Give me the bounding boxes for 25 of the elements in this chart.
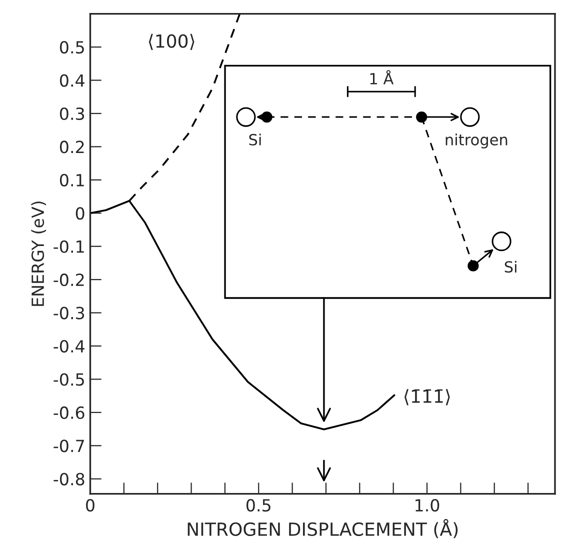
y-tick-label: -0.8 <box>54 472 84 486</box>
y-tick-label: 0.1 <box>60 174 84 186</box>
y-tick-label: 0 <box>76 207 84 220</box>
x-tick-label: 0 <box>86 498 94 512</box>
annotation: 1 Å <box>370 70 394 84</box>
annotation: ⟨1̄1̄1̄⟩ <box>404 389 450 406</box>
y-tick-label: -0.3 <box>54 306 84 320</box>
x-tick-label: 0.5 <box>246 498 270 512</box>
annotation: Si <box>249 134 261 146</box>
x-axis-title: NITROGEN DISPLACEMENT (Å) <box>188 519 458 538</box>
y-tick-label: 0.5 <box>60 41 84 54</box>
y-tick-label: -0.7 <box>54 440 84 452</box>
y-tick-label: 0.3 <box>60 107 84 120</box>
y-tick-label: 0.2 <box>60 140 84 154</box>
y-axis-title: ENERGY (eV) <box>31 202 46 306</box>
y-tick-label: -0.5 <box>54 373 84 386</box>
x-tick-label: 1.0 <box>416 498 440 512</box>
y-tick-label: -0.6 <box>54 406 84 420</box>
annotation: nitrogen <box>446 134 508 148</box>
annotation: Si <box>504 260 516 273</box>
y-tick-label: -0.1 <box>54 240 84 253</box>
y-tick-label: -0.2 <box>54 274 84 286</box>
annotation: ⟨100⟩ <box>148 34 194 50</box>
y-tick-label: 0.4 <box>60 74 84 87</box>
y-tick-label: -0.4 <box>54 340 84 353</box>
